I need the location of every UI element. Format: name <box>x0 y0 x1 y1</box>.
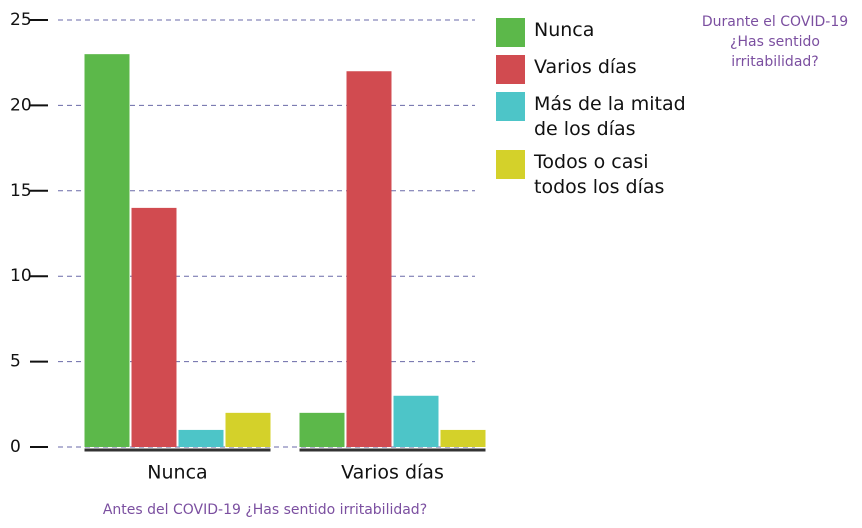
legend-label: Nunca <box>534 19 595 41</box>
bar <box>393 395 439 447</box>
y-tick-label: 25 <box>10 10 32 30</box>
y-tick-label: 15 <box>10 181 32 201</box>
x-axis-label: Antes del COVID-19 ¿Has sentido irritabi… <box>102 502 428 518</box>
legend-item: Más de la mitad de los días <box>496 92 696 142</box>
legend: Nunca Varios días Más de la mitad de los d… <box>496 18 696 208</box>
legend-item: Varios días <box>496 55 696 84</box>
bar <box>346 71 392 448</box>
legend-swatch <box>496 92 525 121</box>
x-tick-label: Varios días <box>341 462 444 484</box>
bar <box>131 207 177 447</box>
legend-swatch <box>496 18 525 47</box>
y-tick-label: 5 <box>10 352 21 372</box>
legend-item: Todos o casi todos los días <box>496 150 696 200</box>
legend-label: Varios días <box>534 56 637 78</box>
x-tick-label: Nunca <box>147 462 207 484</box>
legend-label: Todos o casi todos los días <box>534 151 665 198</box>
y-tick-label: 10 <box>10 266 32 286</box>
legend-swatch <box>496 55 525 84</box>
bar <box>440 429 486 447</box>
legend-swatch <box>496 150 525 179</box>
y-tick-label: 20 <box>10 95 32 115</box>
y-tick-label: 0 <box>10 437 21 457</box>
legend-label: Más de la mitad de los días <box>534 93 686 140</box>
bar <box>299 412 345 447</box>
legend-item: Nunca <box>496 18 696 47</box>
bar <box>225 412 271 447</box>
bar <box>178 429 224 447</box>
bar <box>84 54 130 447</box>
chart-title: Durante el COVID-19 ¿Has sentido irritab… <box>701 14 849 70</box>
